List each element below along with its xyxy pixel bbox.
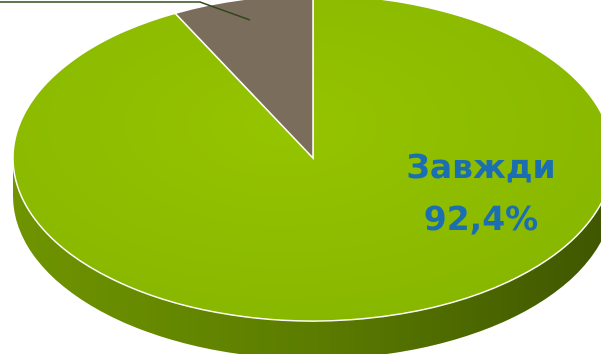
slice-label-name: Завжди [406,147,555,186]
pie-side-wall [13,158,601,354]
slice-label-value: 92,4% [424,199,539,238]
pie-slice-other [173,0,314,160]
pie-slice-zavzhdy [12,0,601,322]
leader-line [0,1,251,21]
